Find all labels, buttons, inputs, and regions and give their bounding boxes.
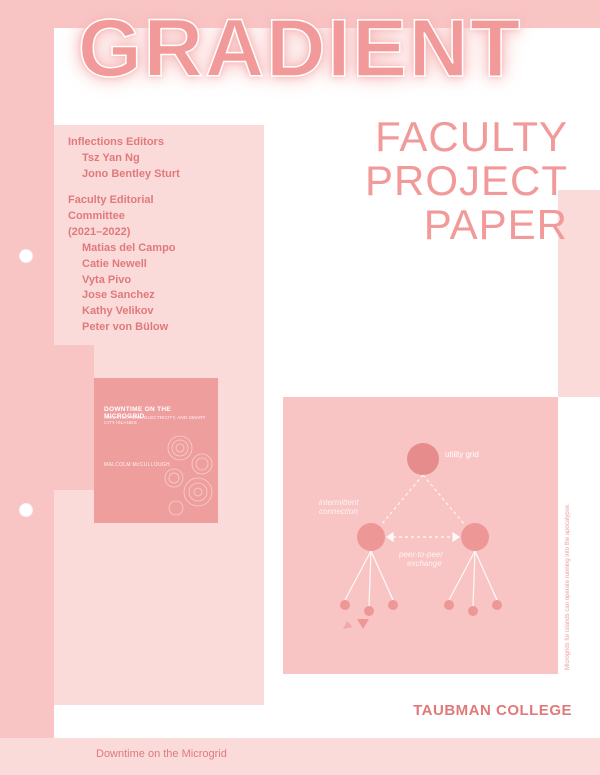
committee-name: Jose Sanchez [68,288,268,304]
committee-name: Peter von Bülow [68,320,268,336]
editors-block: Inflections Editors Tsz Yan Ng Jono Bent… [68,135,268,336]
subtitle-line: FACULTY [300,115,568,159]
bg-block-mid-left [54,345,94,490]
page-root: DOWNTIME ON THE MICROGRID ARCHITECTURE, … [0,0,600,775]
committee-name: Kathy Velikov [68,304,268,320]
bg-block-bottom [0,738,600,775]
binder-hole-icon [19,503,33,517]
committee-name: Catie Newell [68,257,268,273]
committee-heading: Faculty Editorial [68,193,268,209]
masthead-title: GRADIENT [78,8,522,90]
editors-heading: Inflections Editors [68,135,268,151]
diagram-label-mid: peer-to-peer exchange [398,550,445,568]
committee-subheading: Committee [68,209,268,225]
brand-wordmark: TAUBMAN COLLEGE [413,702,572,719]
microgrid-diagram: utility grid intermittent connection pee… [283,397,558,674]
binder-hole-icon [19,249,33,263]
subtitle-line: PROJECT [300,159,568,203]
diagram-side-caption: Microgrids for islands can operate runni… [565,390,571,670]
subtitle: FACULTY PROJECT PAPER [300,115,568,247]
committee-name: Matias del Campo [68,241,268,257]
editor-name: Tsz Yan Ng [68,151,268,167]
diagram-label-top: utility grid [445,450,479,459]
book-thumb-subtitle: ARCHITECTURE, ELECTRICITY, AND SMART CIT… [104,416,208,426]
committee-name: Vyta Pivo [68,273,268,289]
diagram-label-left: intermittent connection [319,498,361,516]
subtitle-line: PAPER [300,203,568,247]
footer-caption: Downtime on the Microgrid [96,748,227,760]
book-thumb-art [160,430,218,520]
bg-band-left [0,0,54,775]
committee-sub-label: Committee [68,210,125,222]
editor-name: Jono Bentley Sturt [68,167,268,183]
committee-years: (2021–2022) [68,225,268,241]
